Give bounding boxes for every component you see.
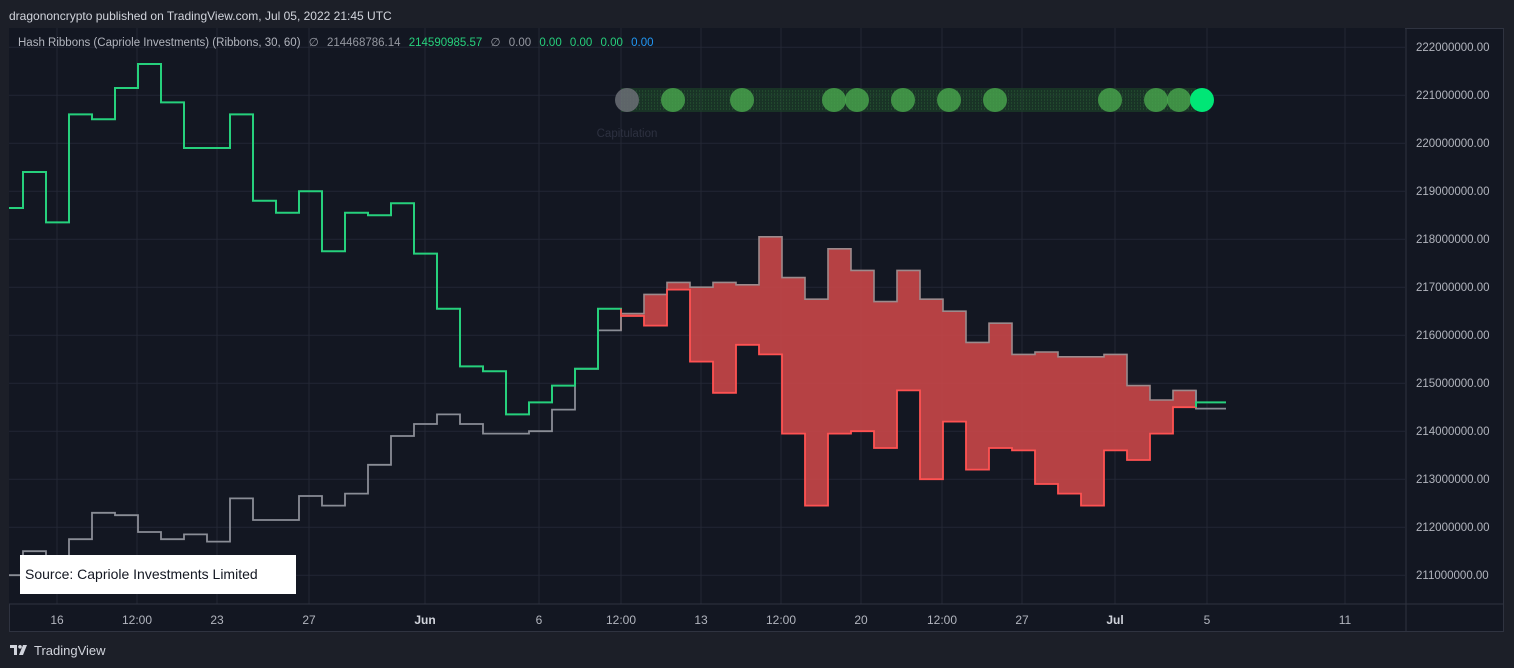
capitulation-dot [1167, 88, 1191, 112]
time-axis: 16 12:00 23 27 Jun 6 12:00 13 12:00 20 12:00 27 Jul 5… [9, 603, 1504, 627]
capitulation-dot [891, 88, 915, 112]
y-tick-label: 218000000.00 [1416, 234, 1490, 246]
capitulation-dot [845, 88, 869, 112]
capitulation-dot [983, 88, 1007, 112]
ribbon-fill [621, 236, 1196, 506]
chart-canvas[interactable]: Capitulation 211000000.00 212000000.00 213… [9, 28, 1504, 632]
legend-value-3: 214590985.57 [408, 37, 483, 49]
legend-value-4: ∅ [490, 37, 501, 49]
legend-value-9: 0.00 [631, 37, 654, 49]
y-tick-label: 215000000.00 [1416, 378, 1490, 390]
indicator-legend[interactable]: Hash Ribbons (Capriole Investments) (Rib… [18, 35, 659, 51]
x-tick-label: 11 [1339, 613, 1352, 627]
x-tick-label: 12:00 [766, 613, 796, 627]
y-tick-label: 211000000.00 [1416, 570, 1489, 582]
y-tick-label: 216000000.00 [1416, 330, 1490, 342]
x-tick-label: 12:00 [122, 613, 152, 627]
capitulation-dot [937, 88, 961, 112]
capitulation-dot [1190, 88, 1214, 112]
legend-value-6: 0.00 [539, 37, 562, 49]
x-tick-label: Jul [1106, 613, 1123, 627]
capitulation-dot [822, 88, 846, 112]
capitulation-label: Capitulation [597, 128, 658, 140]
indicator-name[interactable]: Hash Ribbons (Capriole Investments) (Rib… [18, 37, 301, 49]
tradingview-footer[interactable]: TradingView [10, 643, 106, 659]
capitulation-dot [1144, 88, 1168, 112]
publish-header: dragononcrypto published on TradingView.… [9, 9, 392, 23]
legend-value-7: 0.00 [569, 37, 593, 49]
source-label: Source: Capriole Investments Limited [20, 555, 296, 594]
capitulation-dot [615, 88, 639, 112]
legend-value-1: ∅ [308, 37, 319, 49]
y-tick-label: 214000000.00 [1416, 426, 1490, 438]
footer-brand[interactable]: TradingView [34, 643, 106, 658]
slow-line [9, 313, 622, 577]
fast-line [9, 63, 622, 416]
x-tick-label: 12:00 [606, 613, 636, 627]
x-tick-label: 27 [1015, 613, 1029, 627]
capitulation-dot [661, 88, 685, 112]
capitulation-dot [730, 88, 754, 112]
capitulation-dot [1098, 88, 1122, 112]
y-tick-label: 217000000.00 [1416, 282, 1490, 294]
fast-line-tail [1195, 401, 1226, 408]
price-axis: 211000000.00 212000000.00 213000000.00 2140… [1405, 28, 1490, 632]
legend-value-5: 0.00 [508, 37, 532, 49]
y-tick-label: 222000000.00 [1416, 42, 1490, 54]
x-tick-label: 20 [854, 613, 868, 627]
x-tick-label: 23 [210, 613, 224, 627]
ribbon-area [621, 236, 1196, 506]
legend-value-2: 214468786.14 [326, 37, 401, 49]
ribbon-lines [9, 63, 1226, 577]
x-tick-label: Jun [414, 613, 435, 627]
x-tick-label: 5 [1204, 613, 1211, 627]
y-tick-label: 220000000.00 [1416, 138, 1490, 150]
y-tick-label: 212000000.00 [1416, 522, 1490, 534]
x-tick-label: 27 [302, 613, 316, 627]
x-tick-label: 13 [694, 613, 708, 627]
x-tick-label: 16 [50, 613, 64, 627]
x-tick-label: 6 [536, 613, 543, 627]
legend-value-8: 0.00 [600, 37, 623, 49]
slow-line-tail [1195, 390, 1226, 410]
y-tick-label: 221000000.00 [1416, 90, 1490, 102]
y-tick-label: 213000000.00 [1416, 474, 1490, 486]
y-tick-label: 219000000.00 [1416, 186, 1490, 198]
fast-line-ribbon [620, 288, 1197, 507]
slow-line-ribbon [620, 236, 1197, 409]
x-tick-label: 12:00 [927, 613, 957, 627]
tradingview-logo-icon [10, 645, 27, 655]
capitulation-dots [615, 88, 1214, 112]
